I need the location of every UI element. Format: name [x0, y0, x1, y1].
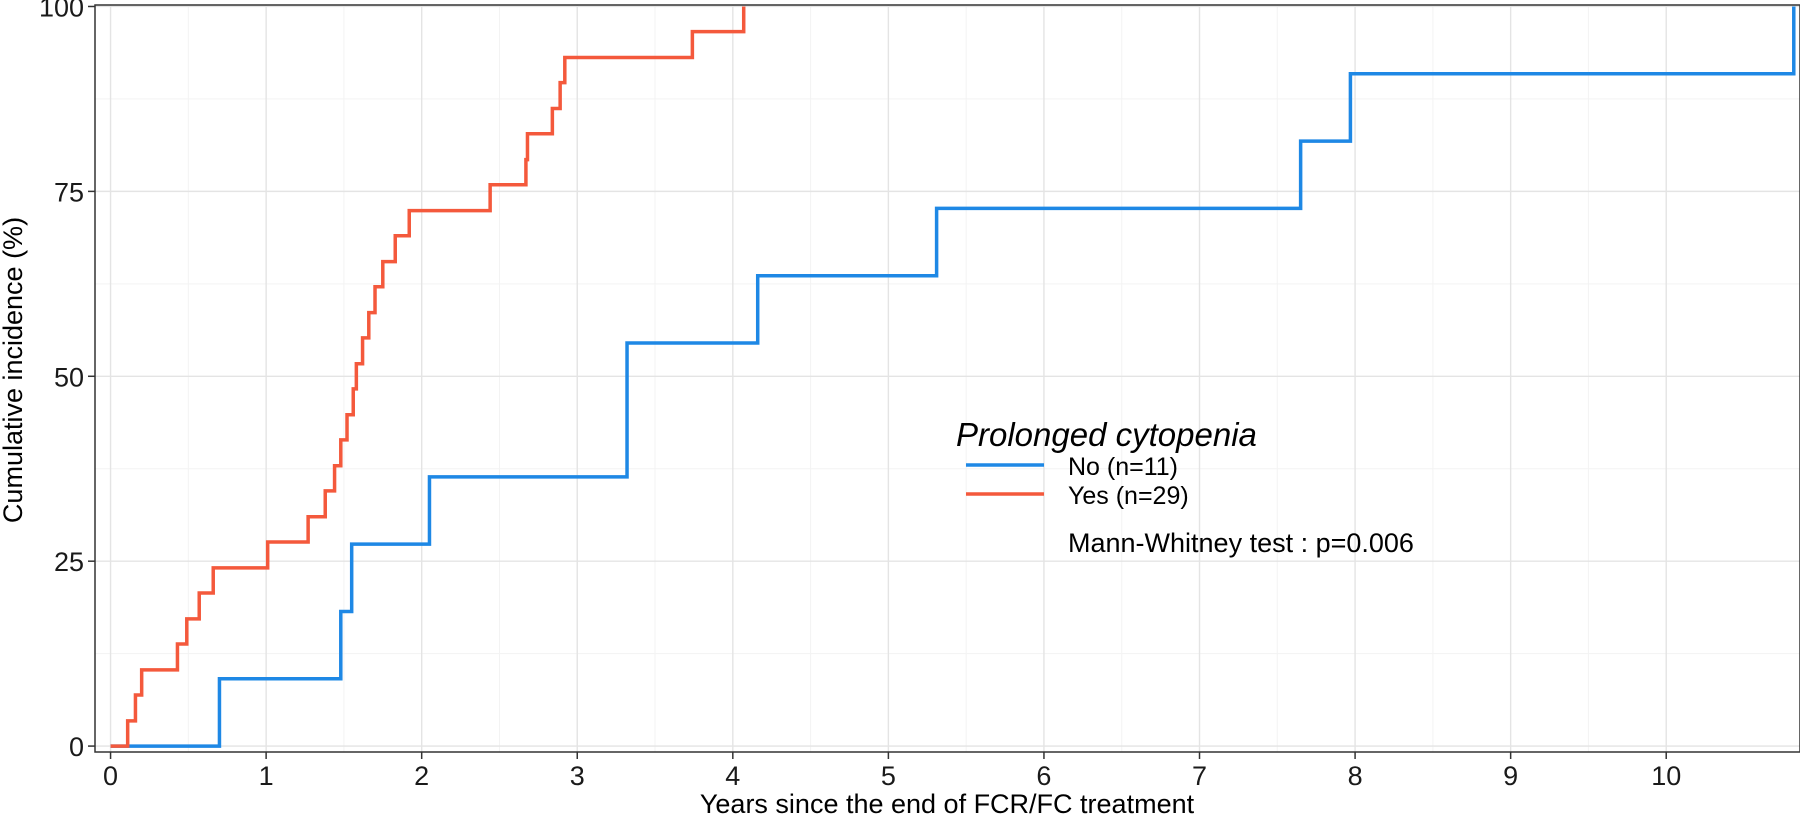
plot-panel-border — [94, 4, 1800, 753]
y-tick-label: 100 — [39, 0, 84, 22]
x-tick-label: 2 — [414, 761, 429, 791]
x-tick-label: 5 — [881, 761, 896, 791]
x-tick-label: 0 — [103, 761, 118, 791]
series-line-yes — [110, 6, 746, 748]
series-lines — [110, 6, 1796, 748]
x-tick-label: 8 — [1348, 761, 1363, 791]
y-tick-label: 25 — [54, 547, 84, 577]
series-line-no — [110, 6, 1796, 748]
x-tick-label: 6 — [1036, 761, 1051, 791]
x-tick-label: 9 — [1503, 761, 1518, 791]
y-tick-label: 75 — [54, 177, 84, 207]
y-axis-title: Cumulative incidence (%) — [0, 217, 28, 523]
x-tick-label: 3 — [570, 761, 585, 791]
legend-label-no: No (n=11) — [1068, 453, 1178, 481]
legend: Prolonged cytopenia No (n=11) Yes (n=29) — [956, 416, 1257, 510]
legend-title: Prolonged cytopenia — [956, 416, 1257, 453]
x-tick-label: 1 — [259, 761, 274, 791]
y-tick-label: 0 — [69, 732, 84, 762]
x-tick-label: 4 — [725, 761, 740, 791]
x-tick-label: 7 — [1192, 761, 1207, 791]
legend-label-yes: Yes (n=29) — [1068, 482, 1189, 510]
p-value-annotation: Mann-Whitney test : p=0.006 — [1068, 528, 1414, 558]
x-tick-label: 10 — [1651, 761, 1681, 791]
x-axis-title: Years since the end of FCR/FC treatment — [700, 789, 1195, 819]
grid-lines — [95, 5, 1800, 752]
y-tick-label: 50 — [54, 362, 84, 392]
